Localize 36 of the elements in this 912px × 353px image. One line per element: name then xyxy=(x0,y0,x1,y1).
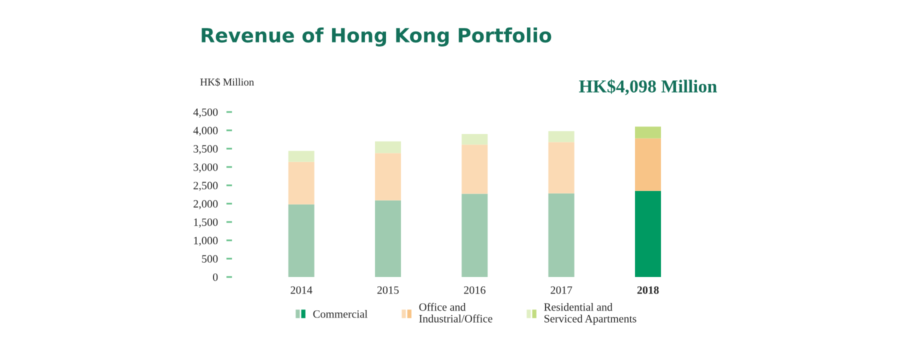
bar xyxy=(375,153,401,200)
y-tick-label: 3,500 xyxy=(194,145,218,154)
x-tick-label: 2014 xyxy=(290,286,312,294)
bar xyxy=(548,142,574,194)
bar xyxy=(375,200,401,277)
y-tick-label: 2,000 xyxy=(194,200,218,210)
y-tick-label: 4,000 xyxy=(193,126,218,136)
bar xyxy=(462,144,488,194)
legend-label: Commercial xyxy=(313,310,368,318)
bar xyxy=(288,204,314,277)
x-tick-label: 2016 xyxy=(464,286,486,294)
bar xyxy=(635,190,661,277)
y-tick-label: 3,000 xyxy=(194,163,218,173)
y-tick-label: 500 xyxy=(202,255,218,263)
annotation: HK$4,098 Million xyxy=(579,79,717,96)
bar xyxy=(462,134,488,145)
bar xyxy=(548,131,574,142)
bar xyxy=(635,138,661,191)
legend-label: Office and Industrial/Office xyxy=(419,302,492,322)
chart-title: Revenue of Hong Kong Portfolio xyxy=(202,28,552,46)
x-tick-label: 2018 xyxy=(637,286,659,294)
bar xyxy=(288,162,314,204)
x-tick-label: 2017 xyxy=(550,286,572,294)
x-tick-label: 2015 xyxy=(377,286,399,294)
bar xyxy=(375,141,401,154)
bar xyxy=(635,126,661,138)
bar xyxy=(288,150,314,162)
bar xyxy=(548,193,574,277)
y-axis-title: HK$ Million xyxy=(200,78,254,86)
y-tick-label: 1,000 xyxy=(194,236,218,246)
y-tick-label: 1,500 xyxy=(194,218,218,228)
legend-label: Residential and Serviced Apartments xyxy=(544,303,636,325)
y-tick-label: 4,500 xyxy=(193,108,218,118)
bar xyxy=(462,194,488,277)
y-tick-label: 0 xyxy=(212,273,218,281)
y-tick-label: 2,500 xyxy=(194,182,218,191)
